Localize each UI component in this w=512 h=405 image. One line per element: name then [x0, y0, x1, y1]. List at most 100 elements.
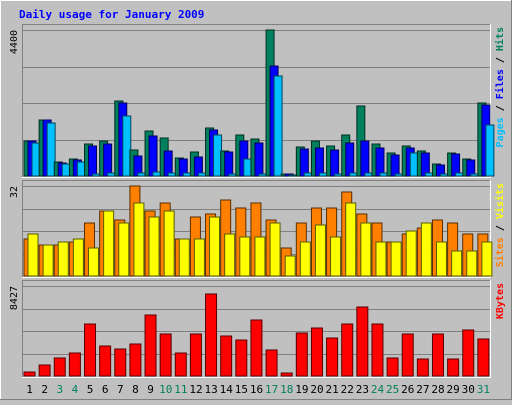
day-label-21: 21 — [326, 383, 339, 396]
bar-kbytes-day-16 — [250, 319, 263, 377]
day-label-24: 24 — [371, 383, 385, 396]
bar-sites-day-6 — [103, 210, 115, 277]
legend-entry: Hits — [494, 27, 506, 51]
day-label-15: 15 — [235, 383, 248, 396]
bar-files-day-21 — [330, 149, 340, 177]
day-label-3: 3 — [57, 383, 64, 396]
legend-entry: Sites — [494, 237, 506, 267]
bar-sites-day-17 — [269, 222, 281, 277]
day-label-18: 18 — [280, 383, 293, 396]
chart-panels: 4400 Pages / Files / Hits 32 Sites / Visits… — [9, 24, 506, 378]
bar-sites-day-25 — [390, 241, 402, 277]
bar-pages-day-17 — [273, 75, 283, 177]
day-label-7: 7 — [117, 383, 124, 396]
day-label-12: 12 — [189, 383, 202, 396]
bar-kbytes-day-2 — [38, 364, 51, 377]
legend-entry: Pages — [495, 117, 506, 147]
max-value-label: 8427 — [9, 286, 20, 310]
legend-entry: KBytes — [495, 283, 506, 319]
bar-sites-day-26 — [405, 230, 417, 277]
bar-files-day-25 — [390, 154, 400, 177]
day-label-14: 14 — [220, 383, 234, 396]
day-label-4: 4 — [72, 383, 79, 396]
day-label-25: 25 — [386, 383, 399, 396]
bar-files-day-14 — [224, 151, 234, 177]
legend-entry: / — [495, 219, 506, 237]
day-label-1: 1 — [26, 383, 33, 396]
bar-kbytes-day-31 — [477, 338, 490, 377]
bar-kbytes-day-21 — [326, 337, 339, 377]
bar-files-day-9 — [148, 135, 158, 177]
bar-sites-day-16 — [254, 236, 266, 277]
bar-kbytes-day-12 — [189, 333, 202, 377]
day-label-31: 31 — [477, 383, 490, 396]
day-label-2: 2 — [41, 383, 48, 396]
bar-kbytes-day-1 — [23, 371, 36, 377]
day-label-20: 20 — [310, 383, 323, 396]
bar-kbytes-day-22 — [341, 323, 354, 377]
bar-sites-day-27 — [420, 222, 432, 277]
bar-kbytes-day-15 — [235, 339, 248, 377]
bar-kbytes-day-5 — [84, 323, 97, 377]
bar-kbytes-day-11 — [174, 352, 187, 377]
bar-kbytes-day-6 — [99, 345, 112, 377]
day-label-6: 6 — [102, 383, 109, 396]
bar-files-day-20 — [314, 147, 324, 177]
bar-pages-day-7 — [122, 115, 132, 177]
day-label-22: 22 — [341, 383, 354, 396]
bar-files-day-16 — [254, 142, 264, 177]
bar-kbytes-day-3 — [53, 357, 66, 377]
bar-sites-day-21 — [330, 236, 342, 277]
bar-sites-day-23 — [360, 222, 372, 277]
bar-kbytes-day-9 — [144, 314, 157, 377]
bar-files-day-19 — [299, 148, 309, 177]
bar-kbytes-day-24 — [371, 323, 384, 377]
bar-files-day-5 — [88, 145, 98, 177]
bar-sites-day-20 — [314, 224, 326, 277]
legend-entry: / — [495, 99, 506, 117]
legend-entry: / — [495, 51, 506, 69]
panel-hits-files-pages: 4400 Pages / Files / Hits — [9, 24, 506, 178]
day-label-23: 23 — [356, 383, 369, 396]
series-legend: KBytes — [495, 283, 506, 319]
day-label-9: 9 — [147, 383, 154, 396]
day-label-26: 26 — [401, 383, 414, 396]
bar-sites-day-1 — [27, 233, 39, 277]
bar-files-day-6 — [103, 143, 113, 177]
bar-files-day-23 — [360, 140, 370, 177]
bar-sites-day-13 — [209, 216, 221, 277]
day-label-17: 17 — [265, 383, 278, 396]
bar-sites-day-30 — [466, 250, 478, 277]
max-value-label: 4400 — [9, 30, 20, 54]
bar-kbytes-day-17 — [265, 349, 278, 377]
bar-kbytes-day-19 — [295, 332, 308, 377]
bar-kbytes-day-30 — [462, 329, 475, 377]
bar-sites-day-15 — [239, 236, 251, 277]
bar-kbytes-day-8 — [129, 343, 142, 377]
bar-sites-day-29 — [451, 250, 463, 277]
bar-kbytes-day-7 — [114, 348, 127, 377]
bar-sites-day-3 — [57, 241, 69, 277]
chart-title: Daily usage for January 2009 — [19, 8, 204, 21]
max-value-label: 32 — [9, 186, 20, 198]
bar-sites-day-19 — [299, 241, 311, 277]
bar-sites-day-31 — [481, 241, 493, 277]
day-label-16: 16 — [250, 383, 263, 396]
bar-kbytes-day-29 — [447, 358, 460, 377]
bar-sites-day-28 — [435, 241, 447, 277]
bar-files-day-22 — [345, 142, 355, 177]
bar-kbytes-day-10 — [159, 333, 172, 377]
bar-sites-day-18 — [284, 255, 296, 277]
bar-sites-day-11 — [178, 238, 190, 277]
bar-files-day-10 — [163, 150, 173, 177]
bar-kbytes-day-26 — [401, 333, 414, 377]
bar-pages-day-2 — [46, 122, 56, 177]
bar-pages-day-31 — [485, 124, 495, 177]
bar-kbytes-day-4 — [68, 352, 81, 377]
bar-sites-day-8 — [133, 202, 145, 277]
day-labels: 1 2 3 4 5 6 7 8 9 10 11 12 13 14 15 16 17 18 19 20 21 22 23 24 2… — [26, 383, 490, 396]
day-label-27: 27 — [416, 383, 429, 396]
bar-sites-day-24 — [375, 241, 387, 277]
